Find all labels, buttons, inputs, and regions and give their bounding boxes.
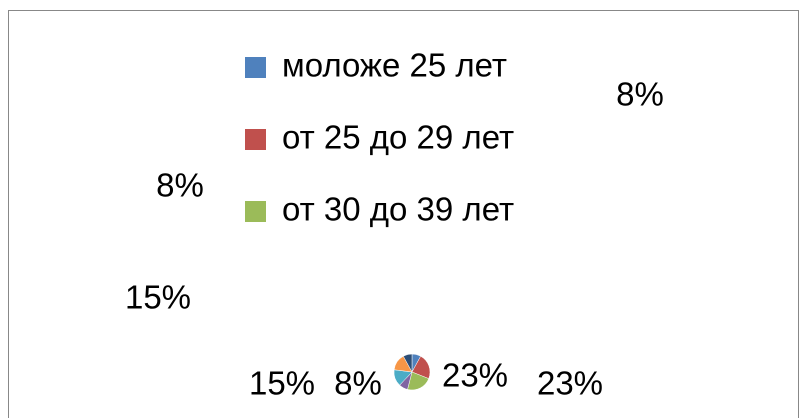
legend-label: от 25 до 29 лет [282, 119, 514, 156]
pie-slice [402, 353, 413, 373]
data-label: 8% [616, 76, 664, 113]
legend-label: от 30 до 39 лет [282, 191, 514, 228]
legend-swatch [245, 201, 266, 222]
chart-border [8, 10, 799, 418]
legend-label: моложе 25 лет [282, 47, 507, 84]
data-label: 8% [156, 167, 204, 204]
legend-swatch [245, 129, 266, 150]
data-label: 23% [537, 365, 603, 402]
data-label: 15% [249, 365, 315, 402]
legend-swatch [245, 57, 266, 78]
data-label: 23% [442, 357, 508, 394]
data-label: 8% [334, 365, 382, 402]
data-label: 15% [125, 279, 191, 316]
